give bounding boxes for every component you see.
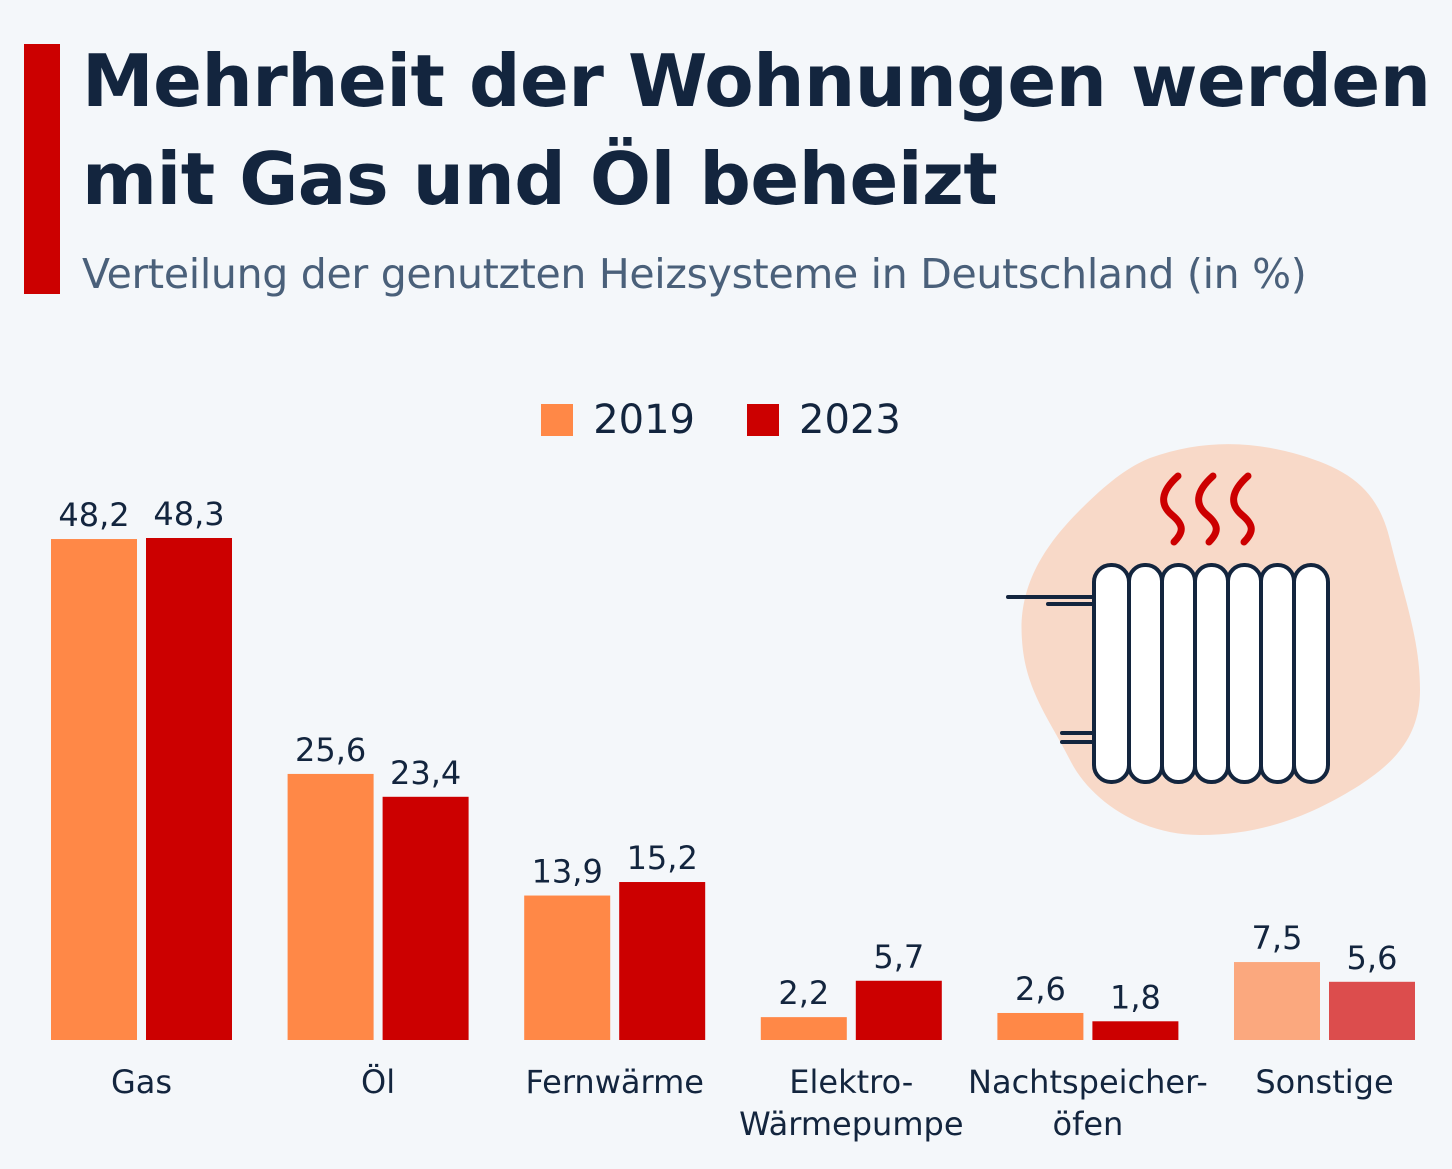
accent-bar: [24, 44, 60, 294]
category-label-3-0: Elektro-: [789, 1063, 913, 1101]
bars-group: [51, 538, 1415, 1040]
bar-2023-4: [1092, 1021, 1179, 1040]
value-label-2023-2: 15,2: [627, 839, 698, 877]
bar-2023-3: [855, 980, 942, 1040]
value-label-2019-1: 25,6: [295, 731, 366, 769]
bar-2019-1: [287, 773, 374, 1040]
legend-label-2023: 2023: [799, 397, 901, 443]
category-label-0-0: Gas: [111, 1063, 172, 1101]
value-label-2023-1: 23,4: [390, 754, 461, 792]
heat-waves-icon: [1160, 472, 1255, 546]
bar-2023-2: [619, 882, 706, 1040]
chart-subtitle: Verteilung der genutzten Heizsysteme in …: [82, 250, 1307, 298]
bar-2019-0: [51, 539, 137, 1040]
legend-swatch-2023: [747, 404, 779, 436]
value-label-2023-3: 5,7: [873, 938, 924, 976]
radiator-illustration: [1006, 444, 1420, 835]
category-label-4-0: Nachtspeicher-: [968, 1063, 1208, 1101]
value-label-2019-3: 2,2: [778, 974, 829, 1012]
value-label-2019-2: 13,9: [532, 853, 603, 891]
bar-2023-1: [382, 796, 469, 1040]
value-label-2019-4: 2,6: [1015, 970, 1066, 1008]
bar-2019-3: [760, 1017, 847, 1040]
value-label-2023-5: 5,6: [1347, 939, 1398, 977]
category-label-3-1: Wärmepumpe: [739, 1105, 963, 1143]
category-label-4-1: öfen: [1052, 1105, 1123, 1143]
legend-item-2019: 2019: [541, 397, 695, 443]
bar-2019-2: [524, 895, 611, 1040]
value-label-2023-0: 48,3: [153, 495, 224, 533]
chart-title: Mehrheit der Wohnungen werden mit Gas un…: [82, 39, 1431, 221]
value-label-2023-4: 1,8: [1110, 978, 1161, 1016]
bar-2019-4: [997, 1012, 1084, 1040]
value-label-2019-0: 48,2: [58, 496, 129, 534]
radiator-icon: [1006, 563, 1330, 784]
bar-2019-5: [1234, 962, 1320, 1040]
value-labels-group: 48,2 48,3 25,6 23,4 13,9 15,2 2,2 5,7 2,6 1,8 7,5 5…: [58, 495, 1397, 1016]
legend-swatch-2019: [541, 404, 574, 436]
bar-2023-5: [1329, 981, 1415, 1040]
legend-label-2019: 2019: [593, 397, 695, 443]
legend-item-2023: 2023: [747, 397, 901, 443]
bar-2023-0: [146, 538, 232, 1040]
category-labels-group: Gas Öl Fernwärme Elektro- WärmepumpeNachtspe…: [111, 1063, 1394, 1143]
chart-legend: 2019 2023: [0, 392, 1452, 448]
category-label-2-0: Fernwärme: [525, 1063, 703, 1101]
value-label-2019-5: 7,5: [1252, 919, 1303, 957]
category-label-5-0: Sonstige: [1255, 1063, 1393, 1101]
category-label-1-0: Öl: [361, 1063, 395, 1101]
